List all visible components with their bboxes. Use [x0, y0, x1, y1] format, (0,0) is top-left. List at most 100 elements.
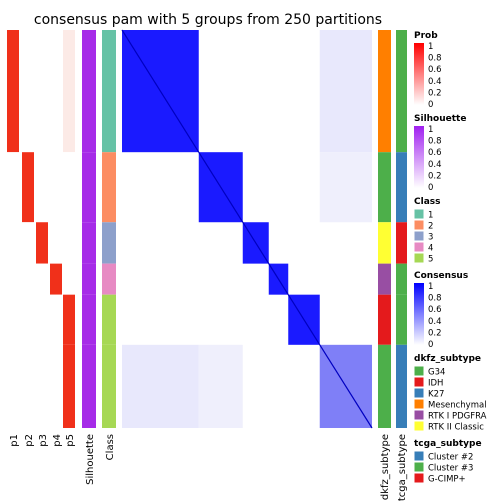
legend-label: G34: [428, 368, 445, 378]
prob-cell: [63, 294, 75, 345]
legend-tick: 0.2: [428, 88, 442, 98]
legend-tick: 1: [428, 282, 433, 292]
prob-cell: [7, 263, 19, 295]
prob-cell: [22, 222, 34, 264]
legend-swatch: [413, 376, 425, 388]
prob-cell: [63, 344, 75, 428]
column-label: Silhouette: [85, 434, 96, 485]
prob-cell: [63, 222, 75, 264]
column-label: tcga_subtype: [397, 434, 408, 501]
legend-tick: 0: [428, 100, 433, 110]
legend-gradient: [414, 43, 424, 105]
plot-area: p1 p2 p3 p4 p5 Silhouette Class dkfz_subtype tcg…: [7, 29, 408, 501]
silhouette-cell: [82, 344, 96, 428]
legend-tick: 0.4: [428, 160, 442, 170]
legend-title: tcga_subtype: [414, 439, 482, 449]
column-label: p2: [24, 434, 35, 447]
prob-cell: [36, 30, 48, 153]
consensus-diagonal: [242, 221, 270, 264]
tcga-subtype-cell: [396, 152, 407, 223]
prob-cell: [7, 30, 19, 153]
legend-label: 2: [428, 222, 433, 232]
tcga-subtype-cell: [396, 344, 407, 428]
tcga-subtype-cell: [396, 263, 407, 295]
consensus-diagonal: [287, 294, 321, 346]
legend-tick: 0.6: [428, 305, 442, 315]
legend-label: RTK I PDGFRA: [428, 412, 487, 422]
class-cell: [102, 344, 116, 428]
legend-swatch: [413, 461, 425, 473]
consensus-diagonal: [121, 29, 200, 153]
legend-swatch: [413, 398, 425, 410]
legend-gradient: [414, 126, 424, 188]
legend-tick: 0.4: [428, 77, 442, 87]
dkfz-subtype-cell: [378, 222, 391, 264]
legend-label: Cluster #2: [428, 453, 473, 463]
column-label: Class: [105, 434, 116, 460]
legend-swatch: [413, 365, 425, 377]
legend-title: dkfz_subtype: [414, 354, 481, 364]
legend-tick: 0.6: [428, 65, 442, 75]
dkfz-subtype-cell: [378, 294, 391, 345]
prob-cell: [50, 294, 62, 345]
legend-tick: 0.4: [428, 317, 442, 327]
legend-swatch: [413, 219, 425, 231]
legend-tick: 0.2: [428, 171, 442, 181]
legend-tick: 1: [428, 42, 433, 52]
prob-cell: [7, 222, 19, 264]
consensus-diagonal: [268, 263, 289, 295]
dkfz-subtype-cell: [378, 152, 391, 223]
legend-label: 3: [428, 233, 433, 243]
class-cell: [102, 222, 116, 264]
consensus-offblock: [319, 152, 372, 223]
column-label: p3: [38, 434, 49, 447]
prob-cell: [50, 30, 62, 153]
class-cell: [102, 30, 116, 153]
legend-tick: 1: [428, 125, 433, 135]
prob-cell: [22, 30, 34, 153]
tcga-subtype-cell: [396, 30, 407, 153]
legend-label: 5: [428, 255, 433, 265]
silhouette-cell: [82, 30, 96, 153]
consensus-offblock: [319, 30, 372, 153]
legend-tick: 0.8: [428, 54, 442, 64]
legend-label: RTK II Classic: [428, 423, 484, 433]
legend-swatch: [413, 241, 425, 253]
prob-cell: [7, 344, 19, 428]
legend-tick: 0.8: [428, 137, 442, 147]
legend-tick: 0.8: [428, 294, 442, 304]
prob-cell: [63, 263, 75, 295]
prob-cell: [50, 263, 62, 295]
dkfz-subtype-cell: [378, 263, 391, 295]
prob-cell: [22, 263, 34, 295]
consensus-diagonal: [198, 151, 244, 223]
legend-label: K27: [428, 390, 444, 400]
tcga-subtype-cell: [396, 294, 407, 345]
legend-label: 1: [428, 211, 433, 221]
prob-cell: [63, 30, 75, 153]
column-label: p4: [52, 434, 63, 447]
legend-swatch: [413, 252, 425, 264]
prob-cell: [36, 344, 48, 428]
legend-swatch: [413, 409, 425, 421]
prob-cell: [22, 344, 34, 428]
legend-tick: 0: [428, 183, 433, 193]
legend-swatch: [413, 450, 425, 462]
legend-label: Mesenchymal: [428, 401, 487, 411]
legend-title: Class: [414, 197, 440, 207]
legend-label: G-CIMP+: [428, 475, 466, 485]
legend-swatch: [413, 208, 425, 220]
silhouette-cell: [82, 152, 96, 223]
chart-title: consensus pam with 5 groups from 250 par…: [34, 12, 382, 28]
prob-cell: [50, 222, 62, 264]
dkfz-subtype-cell: [378, 30, 391, 153]
legend-gradient: [414, 283, 424, 345]
legend-label: Cluster #3: [428, 464, 473, 474]
prob-cell: [7, 152, 19, 223]
prob-cell: [22, 152, 34, 223]
silhouette-cell: [82, 263, 96, 295]
prob-cell: [7, 294, 19, 345]
prob-cell: [50, 344, 62, 428]
silhouette-cell: [82, 222, 96, 264]
